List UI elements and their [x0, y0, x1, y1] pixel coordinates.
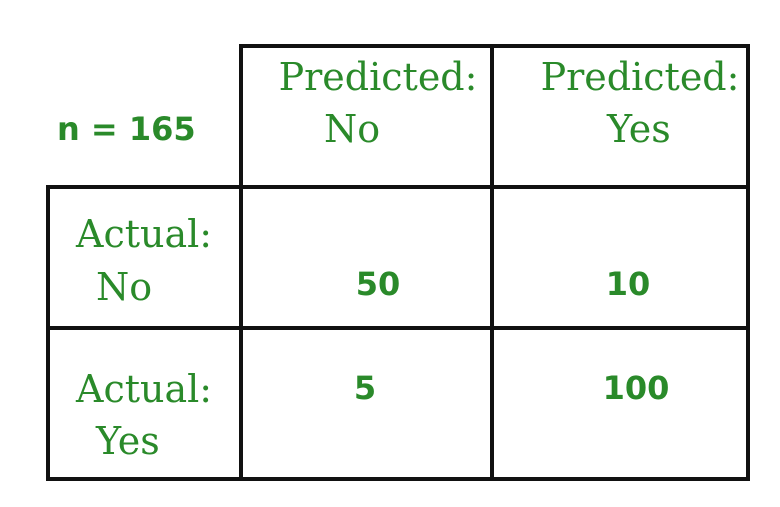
col-divider-2 [490, 44, 494, 481]
cell-actual-yes-predicted-yes: 100 [602, 369, 670, 407]
col-header-no-line2: No [324, 107, 381, 151]
col-header-no-line1: Predicted: [278, 55, 478, 99]
top-border [239, 44, 750, 48]
row-header-no-line2: No [96, 265, 153, 309]
row-divider [46, 326, 750, 330]
col-header-yes-line2: Yes [607, 107, 671, 151]
col-header-yes-line1: Predicted: [540, 55, 740, 99]
cell-actual-no-predicted-no: 50 [355, 265, 401, 303]
row-header-yes-line1: Actual: [76, 367, 213, 411]
header-bottom-border [46, 185, 750, 189]
row-header-no-line1: Actual: [76, 212, 213, 256]
cell-actual-no-predicted-yes: 10 [605, 265, 651, 303]
cell-actual-yes-predicted-no: 5 [353, 369, 377, 407]
left-border [46, 185, 50, 481]
col-divider-1 [239, 44, 243, 481]
sample-size-label: n = 165 [57, 110, 196, 148]
right-border [746, 44, 750, 481]
bottom-border [46, 477, 750, 481]
row-header-yes-line2: Yes [96, 419, 160, 463]
